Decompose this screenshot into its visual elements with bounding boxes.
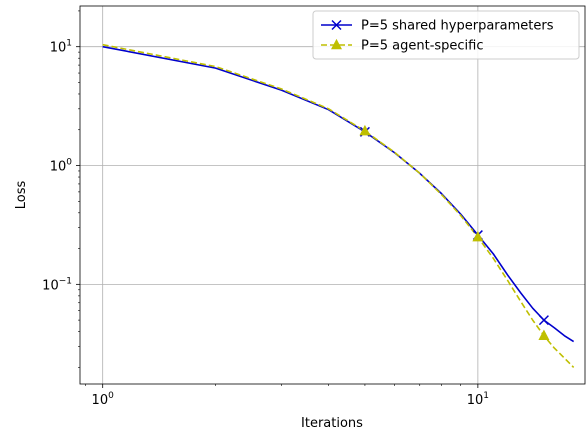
y-tick-label: 101 — [50, 39, 72, 56]
x-tick-label: 101 — [467, 391, 489, 408]
series-lines — [102, 43, 575, 368]
y-tick-base: 10 — [50, 41, 67, 56]
x-tick-exponent: 0 — [108, 391, 114, 401]
y-tick-label: 10−1 — [42, 276, 72, 293]
legend-label-1: P=5 agent-specific — [361, 39, 484, 54]
x-tick-base: 10 — [92, 393, 109, 408]
y-tick-exponent: 0 — [66, 158, 72, 168]
y-tick-base: 10 — [42, 278, 59, 293]
series-line-1 — [102, 43, 575, 368]
series-point-0 — [538, 315, 549, 326]
y-tick-label: 100 — [50, 158, 73, 175]
x-tick-exponent: 1 — [483, 391, 489, 401]
series-point-1 — [472, 230, 484, 242]
legend-items: P=5 shared hyperparameters P=5 agent-spec… — [321, 19, 554, 54]
series-markers — [359, 124, 550, 340]
plot-frame — [79, 5, 586, 385]
legend-box — [312, 10, 580, 60]
y-tick-exponent: −1 — [59, 276, 72, 286]
legend-marker-1 — [331, 38, 342, 50]
legend-label-0: P=5 shared hyperparameters — [361, 19, 554, 34]
x-tick-base: 10 — [467, 393, 484, 408]
y-axis-label: Loss — [14, 181, 29, 210]
x-tick-label: 100 — [92, 391, 115, 408]
x-axis-label: Iterations — [301, 416, 363, 431]
legend: P=5 shared hyperparameters P=5 agent-spec… — [312, 10, 580, 60]
y-tick-exponent: 1 — [66, 39, 72, 49]
series-line-0 — [102, 45, 575, 343]
series-point-1 — [359, 124, 371, 136]
legend-marker-0 — [331, 19, 342, 31]
series-point-1 — [538, 329, 550, 340]
grid-lines — [80, 6, 585, 384]
y-tick-base: 10 — [50, 160, 67, 175]
